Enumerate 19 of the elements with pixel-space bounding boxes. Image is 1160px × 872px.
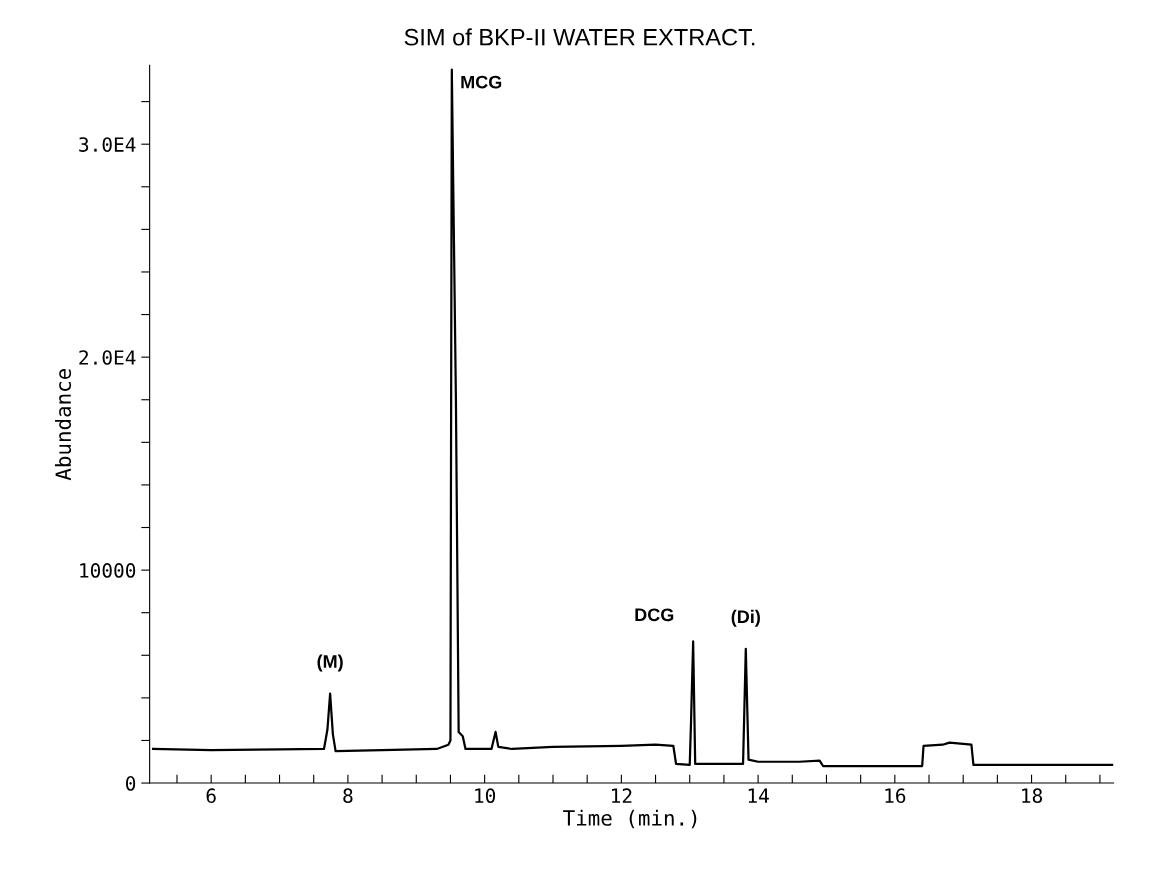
annotation: DCG — [635, 608, 674, 622]
x-tick-label: 6 — [206, 788, 216, 804]
annotation: MCG — [461, 75, 502, 89]
x-tick-label: 12 — [612, 788, 632, 803]
x-tick-label: 14 — [748, 788, 769, 803]
x-tick-label: 16 — [885, 788, 906, 804]
line-series — [151, 68, 1114, 768]
x-tick-label: 18 — [1022, 788, 1043, 804]
y-tick-label: 3.0E4 — [79, 137, 136, 152]
y-axis-title: Abundance — [54, 369, 72, 481]
y-tick-label: 10000 — [80, 563, 136, 578]
x-tick-label: 8 — [343, 788, 353, 804]
annotation: (M) — [317, 654, 343, 672]
y-tick-label: 0 — [126, 776, 136, 791]
annotation: (Di) — [731, 609, 760, 627]
x-axis-title: Time (min.) — [563, 809, 697, 829]
chart-title: SIM of BKP-II WATER EXTRACT. — [404, 28, 755, 46]
x-tick-label: 10 — [475, 788, 496, 804]
y-tick-label: 2.0E4 — [79, 350, 136, 365]
